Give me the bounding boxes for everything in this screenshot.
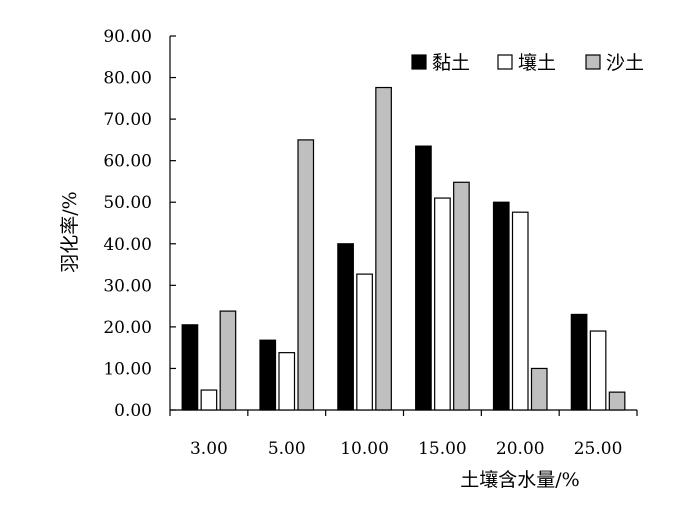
bar-3-3 bbox=[375, 86, 392, 411]
y-tick-label: 80.00 bbox=[103, 69, 152, 89]
bar-2-3 bbox=[356, 273, 373, 411]
y-tick-label: 60.00 bbox=[103, 152, 152, 172]
y-tick-label: 20.00 bbox=[103, 318, 152, 338]
bar-3-5 bbox=[530, 367, 548, 411]
legend-swatch bbox=[411, 54, 427, 70]
bars bbox=[181, 86, 626, 411]
y-tick-label: 30.00 bbox=[103, 276, 152, 296]
legend-label: 黏土 bbox=[432, 52, 470, 74]
bar-3-6 bbox=[608, 391, 626, 411]
bar-1-5 bbox=[492, 201, 510, 411]
bar-3-2 bbox=[297, 139, 315, 411]
bar-1-2 bbox=[259, 339, 277, 411]
y-tick-label: 40.00 bbox=[103, 235, 152, 255]
legend-swatch bbox=[585, 54, 601, 70]
y-tick-label: 0.00 bbox=[114, 401, 152, 421]
bar-2-4 bbox=[434, 197, 451, 411]
legend-swatch bbox=[497, 54, 513, 70]
bar-1-4 bbox=[415, 145, 432, 411]
x-tick-label: 10.00 bbox=[340, 439, 389, 459]
bar-2-1 bbox=[200, 389, 218, 411]
bar-3-1 bbox=[219, 310, 237, 411]
x-tick-label: 25.00 bbox=[574, 439, 623, 459]
x-tick-label: 5.00 bbox=[268, 439, 306, 459]
bar-2-2 bbox=[278, 352, 296, 411]
legend-label: 壤土 bbox=[518, 52, 556, 74]
y-tick-label: 70.00 bbox=[103, 110, 152, 130]
x-tick-label: 20.00 bbox=[496, 439, 545, 459]
legend-label: 沙土 bbox=[606, 52, 644, 74]
x-axis-title: 土壤含水量/% bbox=[460, 469, 579, 491]
bar-3-4 bbox=[453, 181, 470, 411]
y-axis: 0.00 10.00 20.00 30.00 40.00 50.00 60.00 70.00 8… bbox=[103, 27, 176, 421]
bar-1-1 bbox=[181, 324, 199, 411]
bar-2-5 bbox=[511, 211, 529, 411]
y-tick-label: 10.00 bbox=[103, 359, 152, 379]
legend: 黏土 壤土 沙土 bbox=[411, 52, 644, 74]
x-axis: 3.00 5.00 10.00 15.00 20.00 25.00 bbox=[169, 409, 638, 459]
x-tick-label: 15.00 bbox=[418, 439, 467, 459]
bar-1-6 bbox=[570, 313, 588, 411]
y-tick-label: 90.00 bbox=[103, 27, 152, 47]
bar-2-6 bbox=[589, 330, 607, 411]
x-tick-label: 3.00 bbox=[190, 439, 228, 459]
y-axis-title: 羽化率/% bbox=[59, 191, 81, 272]
y-tick-label: 50.00 bbox=[103, 193, 152, 213]
bar-1-3 bbox=[337, 243, 354, 411]
